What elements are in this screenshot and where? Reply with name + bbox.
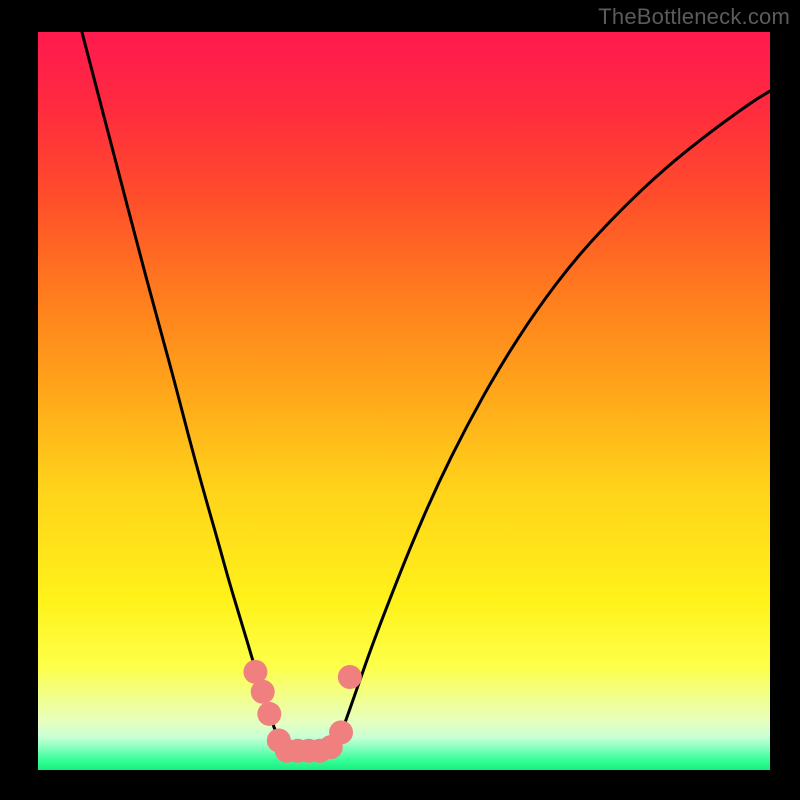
marker-point xyxy=(329,720,353,744)
marker-point xyxy=(251,680,275,704)
gradient-panel xyxy=(38,32,770,770)
bottleneck-chart xyxy=(0,0,800,800)
watermark-text: TheBottleneck.com xyxy=(598,4,790,30)
marker-point xyxy=(257,702,281,726)
marker-point xyxy=(338,665,362,689)
